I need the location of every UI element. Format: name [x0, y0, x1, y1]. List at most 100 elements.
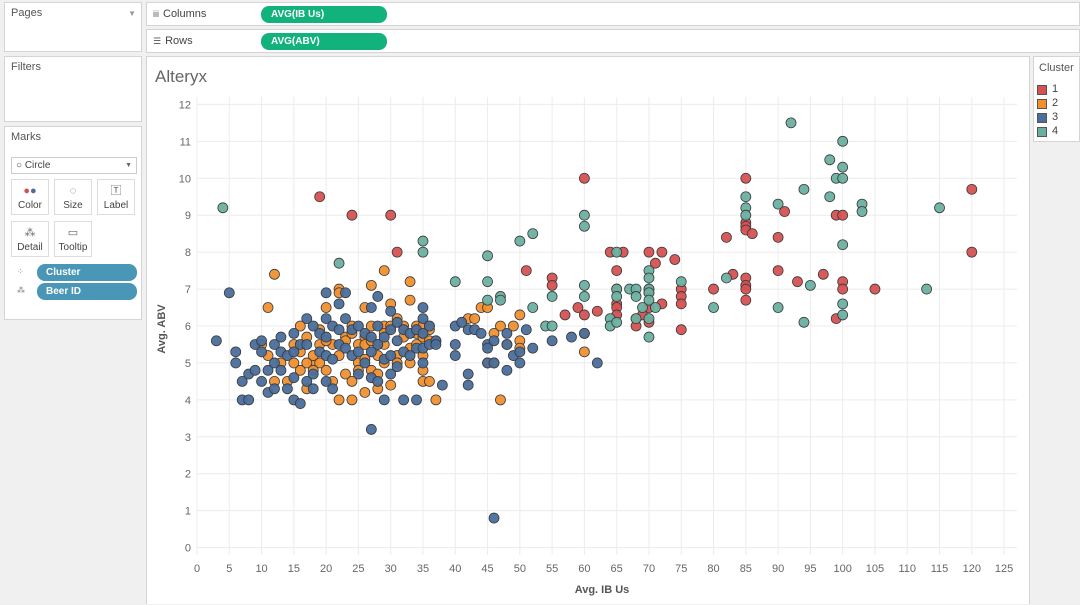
cluster-3-point[interactable]: [301, 339, 313, 350]
cluster-4-point[interactable]: [630, 291, 642, 302]
tooltip-button[interactable]: ▭ Tooltip: [54, 221, 92, 257]
cluster-4-point[interactable]: [546, 320, 558, 332]
cluster-4-point[interactable]: [611, 291, 623, 302]
cluster-3-point[interactable]: [333, 324, 345, 336]
cluster-3-point[interactable]: [281, 383, 293, 395]
cluster-1-point[interactable]: [391, 246, 403, 258]
cluster-pill[interactable]: Cluster: [37, 264, 137, 281]
cluster-4-point[interactable]: [740, 191, 752, 203]
cluster-3-point[interactable]: [488, 512, 500, 524]
cluster-3-point[interactable]: [327, 353, 338, 365]
cluster-4-point[interactable]: [482, 294, 493, 306]
cluster-1-point[interactable]: [721, 231, 732, 243]
cluster-4-point[interactable]: [921, 283, 933, 295]
cluster-4-point[interactable]: [611, 316, 623, 328]
cluster-1-point[interactable]: [869, 283, 881, 295]
cluster-1-point[interactable]: [656, 246, 668, 258]
cluster-3-point[interactable]: [436, 379, 448, 391]
cluster-4-point[interactable]: [611, 246, 623, 258]
cluster-4-point[interactable]: [837, 135, 849, 147]
cluster-4-point[interactable]: [527, 228, 539, 240]
cluster-2-point[interactable]: [365, 279, 377, 291]
cluster-3-point[interactable]: [514, 357, 526, 369]
cluster-3-point[interactable]: [372, 320, 384, 332]
cluster-3-point[interactable]: [391, 316, 403, 328]
cluster-1-point[interactable]: [740, 294, 752, 306]
cluster-1-point[interactable]: [650, 257, 661, 269]
cluster-2-point[interactable]: [507, 320, 519, 332]
cluster-3-point[interactable]: [275, 364, 287, 376]
cluster-3-point[interactable]: [424, 320, 435, 332]
cluster-1-point[interactable]: [675, 324, 687, 336]
cluster-1-point[interactable]: [314, 191, 326, 203]
cluster-3-point[interactable]: [385, 368, 397, 380]
cluster-1-point[interactable]: [643, 246, 655, 258]
cluster-3-point[interactable]: [501, 327, 513, 339]
cluster-4-point[interactable]: [630, 313, 642, 325]
cluster-4-point[interactable]: [579, 209, 590, 221]
cluster-3-point[interactable]: [385, 350, 397, 361]
cluster-2-point[interactable]: [404, 294, 416, 306]
cluster-3-point[interactable]: [475, 327, 487, 339]
cluster-4-point[interactable]: [643, 331, 655, 343]
cluster-4-point[interactable]: [804, 279, 816, 291]
cluster-2-point[interactable]: [320, 364, 332, 376]
columns-pill[interactable]: AVG(IB Us): [261, 6, 387, 23]
cluster-1-point[interactable]: [546, 279, 558, 291]
cluster-3-point[interactable]: [488, 335, 500, 347]
cluster-3-point[interactable]: [256, 376, 267, 387]
cluster-3-point[interactable]: [398, 394, 410, 406]
cluster-3-point[interactable]: [591, 357, 603, 369]
cluster-3-point[interactable]: [546, 335, 558, 347]
cluster-3-point[interactable]: [288, 346, 300, 358]
cluster-3-point[interactable]: [223, 287, 235, 299]
cluster-3-point[interactable]: [378, 331, 390, 343]
color-button[interactable]: ●● Color: [11, 179, 49, 215]
cluster-3-point[interactable]: [236, 376, 248, 387]
cluster-3-point[interactable]: [210, 335, 222, 347]
cluster-3-point[interactable]: [385, 324, 397, 336]
cluster-3-point[interactable]: [365, 346, 377, 358]
cluster-4-point[interactable]: [579, 291, 590, 302]
cluster-4-point[interactable]: [482, 250, 493, 262]
cluster-2-point[interactable]: [469, 313, 481, 325]
cluster-3-point[interactable]: [275, 331, 287, 343]
cluster-3-point[interactable]: [353, 346, 364, 358]
cluster-2-point[interactable]: [579, 346, 590, 358]
cluster-1-point[interactable]: [779, 206, 790, 217]
rows-pill[interactable]: AVG(ABV): [261, 33, 387, 50]
cluster-2-point[interactable]: [269, 268, 280, 280]
cluster-3-point[interactable]: [307, 383, 319, 395]
cluster-3-point[interactable]: [372, 376, 384, 387]
data-points[interactable]: [210, 117, 978, 524]
cluster-1-point[interactable]: [966, 183, 978, 195]
cluster-2-point[interactable]: [320, 302, 332, 313]
scatter-chart[interactable]: 0 5 10 15 20 25 30 35 40 45 50 55 60 65 70 75 80 85 90 95 10…: [147, 57, 1031, 605]
cluster-2-point[interactable]: [495, 320, 506, 332]
cluster-2-point[interactable]: [378, 265, 390, 276]
cluster-4-point[interactable]: [643, 294, 655, 306]
cluster-4-point[interactable]: [217, 202, 229, 214]
cluster-3-point[interactable]: [256, 346, 267, 358]
cluster-2-point[interactable]: [314, 357, 326, 369]
cluster-3-point[interactable]: [417, 313, 429, 325]
cluster-3-point[interactable]: [417, 327, 429, 339]
cluster-3-point[interactable]: [301, 313, 313, 325]
cluster-1-point[interactable]: [675, 298, 687, 310]
cluster-3-point[interactable]: [482, 342, 493, 354]
cluster-1-point[interactable]: [772, 231, 784, 243]
cluster-1-point[interactable]: [837, 209, 849, 221]
cluster-1-point[interactable]: [591, 305, 603, 317]
cluster-2-point[interactable]: [346, 394, 358, 406]
cluster-1-point[interactable]: [579, 172, 590, 184]
cluster-1-point[interactable]: [385, 209, 397, 221]
cluster-4-point[interactable]: [837, 161, 849, 173]
cluster-4-point[interactable]: [772, 198, 784, 210]
cluster-1-point[interactable]: [740, 172, 752, 184]
cluster-3-point[interactable]: [320, 287, 332, 299]
cluster-3-point[interactable]: [378, 394, 390, 406]
cluster-3-point[interactable]: [417, 302, 429, 313]
cluster-3-point[interactable]: [566, 331, 577, 343]
cluster-4-point[interactable]: [449, 276, 461, 288]
cluster-1-point[interactable]: [669, 254, 681, 265]
